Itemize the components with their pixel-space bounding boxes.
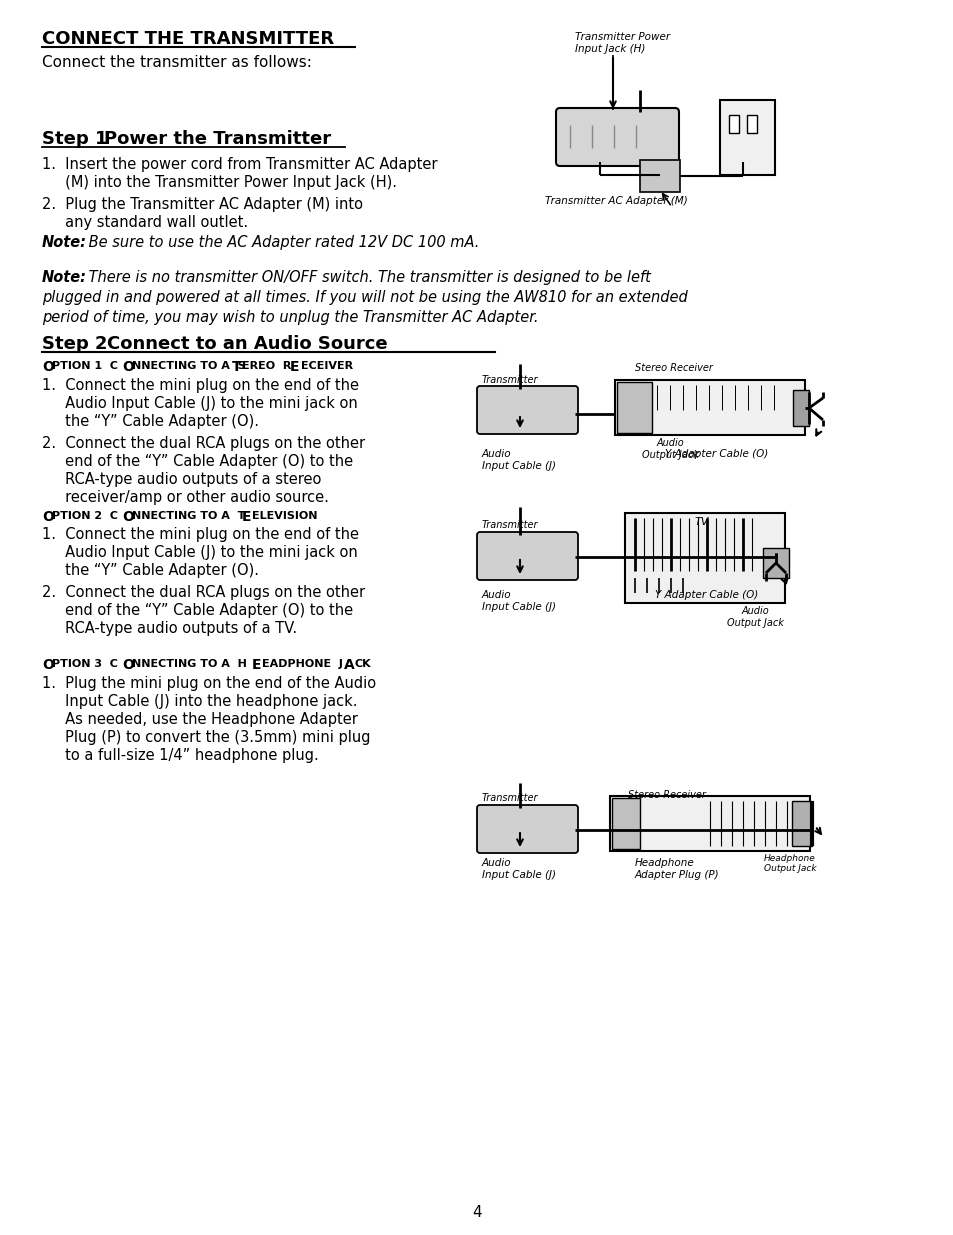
FancyBboxPatch shape <box>476 532 578 580</box>
FancyBboxPatch shape <box>612 798 639 848</box>
Text: 4: 4 <box>472 1205 481 1220</box>
Text: 2.  Plug the Transmitter AC Adapter (M) into: 2. Plug the Transmitter AC Adapter (M) i… <box>42 198 363 212</box>
Text: PTION 3  C: PTION 3 C <box>52 659 118 669</box>
FancyBboxPatch shape <box>639 161 679 191</box>
Text: Y Adapter Cable (O): Y Adapter Cable (O) <box>664 450 767 459</box>
Text: Note:: Note: <box>42 270 87 285</box>
Text: TV: TV <box>695 517 709 527</box>
Text: Headphone
Adapter Plug (P): Headphone Adapter Plug (P) <box>635 858 719 879</box>
FancyBboxPatch shape <box>728 115 739 133</box>
Text: Plug (P) to convert the (3.5mm) mini plug: Plug (P) to convert the (3.5mm) mini plu… <box>42 730 370 745</box>
Text: O: O <box>42 510 53 524</box>
Text: Connect to an Audio Source: Connect to an Audio Source <box>107 335 387 353</box>
Text: Connect the transmitter as follows:: Connect the transmitter as follows: <box>42 56 312 70</box>
Text: Audio
Input Cable (J): Audio Input Cable (J) <box>481 858 556 879</box>
Text: Y Adapter Cable (O): Y Adapter Cable (O) <box>655 590 758 600</box>
Text: EREO  R: EREO R <box>242 361 291 370</box>
Text: There is no transmitter ON/OFF switch. The transmitter is designed to be left: There is no transmitter ON/OFF switch. T… <box>84 270 650 285</box>
Circle shape <box>704 416 712 424</box>
Text: E: E <box>252 658 261 672</box>
Text: Audio
Input Cable (J): Audio Input Cable (J) <box>481 450 556 471</box>
Text: RCA-type audio outputs of a stereo: RCA-type audio outputs of a stereo <box>42 472 321 487</box>
Text: the “Y” Cable Adapter (O).: the “Y” Cable Adapter (O). <box>42 414 258 429</box>
FancyBboxPatch shape <box>609 797 809 851</box>
Text: Step 1: Step 1 <box>42 130 108 148</box>
Circle shape <box>679 416 686 424</box>
Text: Transmitter: Transmitter <box>481 375 537 385</box>
Text: 1.  Connect the mini plug on the end of the: 1. Connect the mini plug on the end of t… <box>42 378 358 393</box>
Text: NNECTING TO A  H: NNECTING TO A H <box>132 659 247 669</box>
Text: E: E <box>242 510 252 524</box>
Text: EADPHONE  J: EADPHONE J <box>262 659 342 669</box>
FancyBboxPatch shape <box>624 513 784 603</box>
FancyBboxPatch shape <box>556 107 679 165</box>
Text: As needed, use the Headphone Adapter: As needed, use the Headphone Adapter <box>42 713 357 727</box>
Text: any standard wall outlet.: any standard wall outlet. <box>42 215 248 230</box>
Text: Transmitter AC Adapter (M): Transmitter AC Adapter (M) <box>544 196 687 206</box>
Text: Power the Transmitter: Power the Transmitter <box>104 130 331 148</box>
Text: T: T <box>232 359 241 374</box>
Text: Headphone
Output Jack: Headphone Output Jack <box>763 853 816 873</box>
Text: A: A <box>344 658 355 672</box>
Text: O: O <box>122 510 133 524</box>
Text: 1.  Insert the power cord from Transmitter AC Adapter: 1. Insert the power cord from Transmitte… <box>42 157 437 172</box>
Text: to a full-size 1/4” headphone plug.: to a full-size 1/4” headphone plug. <box>42 748 318 763</box>
FancyBboxPatch shape <box>762 548 788 578</box>
Circle shape <box>718 416 725 424</box>
Text: O: O <box>42 658 53 672</box>
FancyBboxPatch shape <box>792 390 808 426</box>
Text: Transmitter: Transmitter <box>481 520 537 530</box>
Text: ELEVISION: ELEVISION <box>252 511 317 521</box>
Text: RCA-type audio outputs of a TV.: RCA-type audio outputs of a TV. <box>42 621 296 636</box>
Circle shape <box>665 416 673 424</box>
Text: Transmitter: Transmitter <box>481 793 537 803</box>
Circle shape <box>737 144 748 156</box>
Text: NNECTING TO A  S: NNECTING TO A S <box>132 361 245 370</box>
Text: O: O <box>122 359 133 374</box>
Text: plugged in and powered at all times. If you will not be using the AW810 for an e: plugged in and powered at all times. If … <box>42 290 687 305</box>
FancyBboxPatch shape <box>720 100 774 175</box>
Circle shape <box>675 806 695 826</box>
Text: end of the “Y” Cable Adapter (O) to the: end of the “Y” Cable Adapter (O) to the <box>42 603 353 618</box>
Circle shape <box>691 416 700 424</box>
Text: Transmitter Power
Input Jack (H): Transmitter Power Input Jack (H) <box>575 32 669 53</box>
Text: ECEIVER: ECEIVER <box>301 361 353 370</box>
Text: Input Cable (J) into the headphone jack.: Input Cable (J) into the headphone jack. <box>42 694 357 709</box>
Text: O: O <box>122 658 133 672</box>
Text: receiver/amp or other audio source.: receiver/amp or other audio source. <box>42 490 329 505</box>
FancyBboxPatch shape <box>746 115 757 133</box>
Text: period of time, you may wish to unplug the Transmitter AC Adapter.: period of time, you may wish to unplug t… <box>42 310 537 325</box>
Text: 1.  Connect the mini plug on the end of the: 1. Connect the mini plug on the end of t… <box>42 527 358 542</box>
Text: Step 2: Step 2 <box>42 335 108 353</box>
Text: CONNECT THE TRANSMITTER: CONNECT THE TRANSMITTER <box>42 30 334 48</box>
Text: Audio
Input Cable (J): Audio Input Cable (J) <box>481 590 556 611</box>
FancyBboxPatch shape <box>791 802 811 846</box>
Circle shape <box>652 416 660 424</box>
Text: Stereo Receiver: Stereo Receiver <box>627 790 705 800</box>
Text: PTION 2  C: PTION 2 C <box>52 511 118 521</box>
Text: 2.  Connect the dual RCA plugs on the other: 2. Connect the dual RCA plugs on the oth… <box>42 585 365 600</box>
Text: 2.  Connect the dual RCA plugs on the other: 2. Connect the dual RCA plugs on the oth… <box>42 436 365 451</box>
Text: 1.  Plug the mini plug on the end of the Audio: 1. Plug the mini plug on the end of the … <box>42 676 375 692</box>
Text: Audio
Output Jack: Audio Output Jack <box>726 606 782 627</box>
Text: E: E <box>290 359 299 374</box>
Text: PTION 1  C: PTION 1 C <box>52 361 118 370</box>
Text: Note:: Note: <box>42 235 87 249</box>
Circle shape <box>649 806 669 826</box>
Text: end of the “Y” Cable Adapter (O) to the: end of the “Y” Cable Adapter (O) to the <box>42 454 353 469</box>
Text: NNECTING TO A  T: NNECTING TO A T <box>132 511 245 521</box>
Text: CK: CK <box>355 659 372 669</box>
FancyBboxPatch shape <box>615 380 804 435</box>
Text: Audio Input Cable (J) to the mini jack on: Audio Input Cable (J) to the mini jack o… <box>42 396 357 411</box>
FancyBboxPatch shape <box>476 387 578 433</box>
Text: O: O <box>42 359 53 374</box>
Text: Stereo Receiver: Stereo Receiver <box>635 363 712 373</box>
Text: Be sure to use the AC Adapter rated 12V DC 100 mA.: Be sure to use the AC Adapter rated 12V … <box>84 235 478 249</box>
FancyBboxPatch shape <box>617 382 651 433</box>
Text: Audio
Output Jack: Audio Output Jack <box>640 438 698 459</box>
Text: the “Y” Cable Adapter (O).: the “Y” Cable Adapter (O). <box>42 563 258 578</box>
Text: Audio Input Cable (J) to the mini jack on: Audio Input Cable (J) to the mini jack o… <box>42 545 357 559</box>
FancyBboxPatch shape <box>476 805 578 853</box>
Text: (M) into the Transmitter Power Input Jack (H).: (M) into the Transmitter Power Input Jac… <box>42 175 396 190</box>
